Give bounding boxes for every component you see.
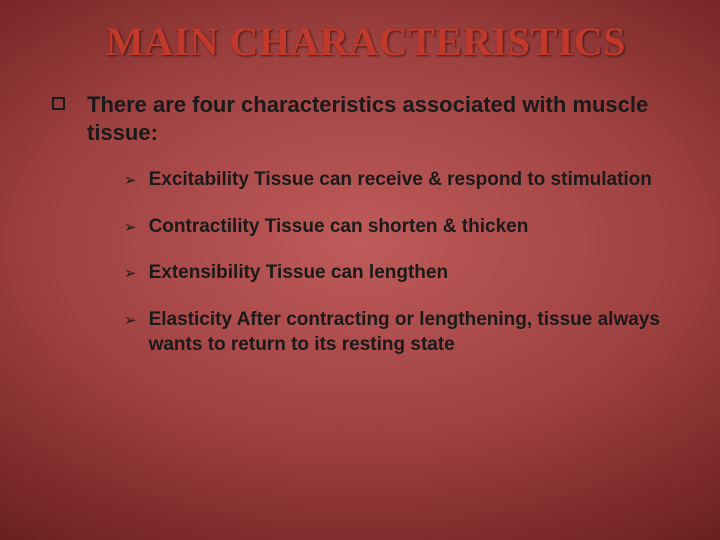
- list-item-text: Elasticity After contracting or lengthen…: [149, 308, 680, 357]
- slide: MAIN CHARACTERISTICS There are four char…: [0, 0, 720, 540]
- characteristics-list: ➢ Excitability Tissue can receive & resp…: [124, 168, 680, 357]
- list-item-text: Contractility Tissue can shorten & thick…: [149, 215, 529, 240]
- intro-text: There are four characteristics associate…: [87, 91, 680, 146]
- arrow-bullet-icon: ➢: [124, 264, 137, 282]
- square-bullet-icon: [52, 97, 65, 110]
- intro-bullet-row: There are four characteristics associate…: [52, 91, 680, 146]
- list-item: ➢ Extensibility Tissue can lengthen: [124, 261, 680, 286]
- list-item-text: Extensibility Tissue can lengthen: [149, 261, 449, 286]
- list-item-text: Excitability Tissue can receive & respon…: [149, 168, 652, 193]
- slide-title: MAIN CHARACTERISTICS: [52, 18, 680, 65]
- list-item: ➢ Elasticity After contracting or length…: [124, 308, 680, 357]
- list-item: ➢ Contractility Tissue can shorten & thi…: [124, 215, 680, 240]
- arrow-bullet-icon: ➢: [124, 218, 137, 236]
- arrow-bullet-icon: ➢: [124, 171, 137, 189]
- arrow-bullet-icon: ➢: [124, 311, 137, 329]
- list-item: ➢ Excitability Tissue can receive & resp…: [124, 168, 680, 193]
